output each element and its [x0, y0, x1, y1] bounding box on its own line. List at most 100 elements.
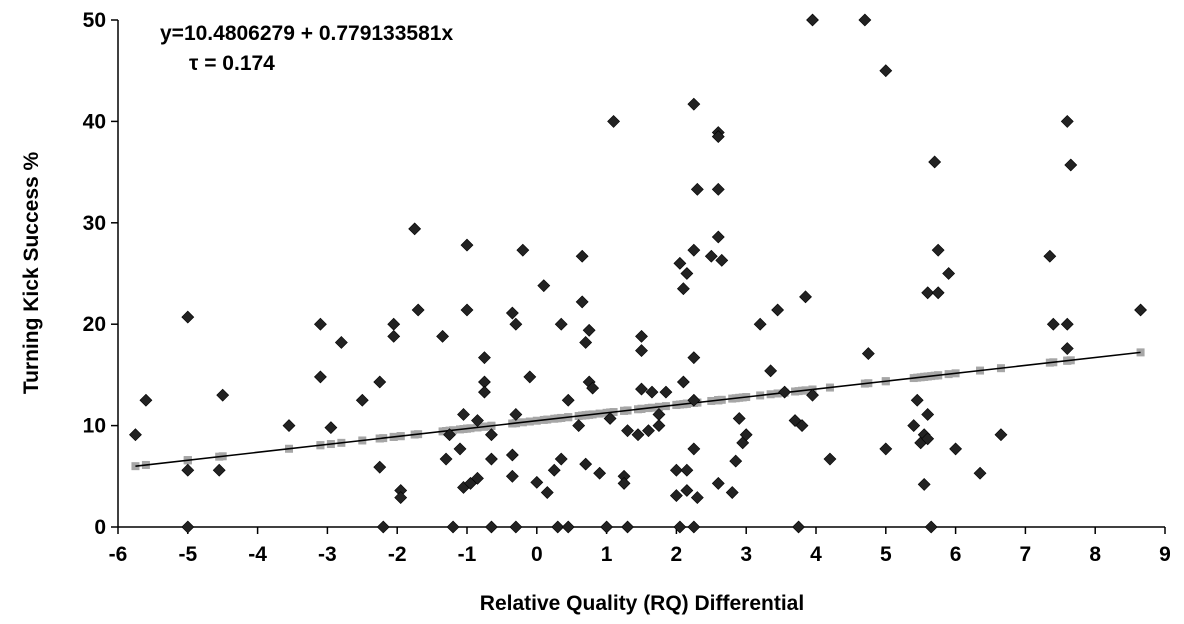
data-point: [687, 243, 701, 257]
data-point: [711, 130, 725, 144]
data-point: [1046, 317, 1060, 331]
data-point: [408, 222, 422, 236]
x-tick-label: -6: [109, 543, 128, 566]
data-point: [680, 484, 694, 497]
data-point: [642, 424, 655, 438]
data-point: [436, 329, 449, 343]
data-point: [582, 323, 596, 337]
y-tick-label: 50: [83, 9, 106, 32]
data-point: [485, 520, 498, 534]
data-point: [537, 279, 551, 293]
data-point: [676, 282, 690, 296]
data-point: [460, 303, 474, 317]
data-point: [453, 442, 467, 456]
data-point: [687, 442, 701, 456]
data-point: [917, 477, 931, 491]
data-point: [669, 463, 683, 477]
data-point: [411, 303, 425, 317]
x-axis-label: Relative Quality (RQ) Differential: [480, 592, 804, 615]
data-point: [711, 476, 725, 490]
data-point: [687, 393, 701, 407]
data-point: [621, 424, 634, 438]
y-tick-label: 20: [83, 313, 106, 336]
x-tick-label: 2: [671, 543, 683, 566]
data-point: [478, 385, 491, 399]
data-point: [554, 317, 568, 331]
trendline: [135, 351, 1141, 467]
data-point: [725, 486, 739, 499]
data-point: [795, 419, 809, 433]
data-point: [949, 442, 963, 456]
data-point: [394, 491, 408, 505]
data-point: [690, 182, 704, 196]
data-point: [600, 520, 614, 534]
data-point: [673, 520, 687, 534]
y-tick-label: 10: [83, 415, 106, 438]
data-point: [139, 393, 153, 407]
data-point: [478, 351, 491, 365]
data-point: [181, 463, 195, 477]
data-point: [711, 230, 725, 244]
data-point: [690, 491, 704, 505]
data-point: [635, 344, 648, 357]
data-point: [516, 243, 530, 257]
data-point: [931, 286, 945, 300]
data-point: [732, 412, 746, 425]
data-point: [586, 381, 600, 395]
data-point: [659, 385, 673, 399]
data-point: [443, 428, 456, 442]
data-point: [129, 428, 142, 442]
x-tick-label: 5: [880, 543, 892, 566]
data-point: [505, 448, 519, 462]
data-point: [806, 388, 819, 402]
data-point: [373, 460, 387, 474]
data-point: [181, 310, 195, 324]
data-point: [879, 442, 893, 456]
data-point: [547, 463, 561, 477]
data-point: [921, 286, 935, 300]
x-tick-label: 1: [601, 543, 613, 566]
y-tick-label: 30: [83, 212, 106, 235]
data-point: [924, 520, 938, 534]
data-point: [561, 520, 575, 534]
y-tick-label: 40: [83, 110, 106, 133]
data-point: [593, 466, 607, 480]
data-point: [635, 329, 648, 343]
data-point: [928, 155, 942, 169]
data-point: [739, 428, 753, 442]
data-points: [129, 13, 1147, 534]
data-point: [621, 520, 634, 534]
data-point: [729, 454, 743, 468]
data-point: [471, 471, 484, 485]
x-tick-label: -2: [388, 543, 407, 566]
data-point: [921, 432, 935, 446]
equation-annotation: y=10.4806279 + 0.779133581x: [160, 22, 453, 45]
x-tick-label: -1: [458, 543, 477, 566]
data-point: [457, 408, 470, 421]
data-point: [652, 419, 666, 433]
data-point: [1043, 249, 1057, 263]
x-tick-label: 8: [1089, 543, 1101, 566]
data-point: [579, 457, 593, 471]
data-point: [575, 295, 589, 309]
data-point: [669, 489, 683, 502]
data-point: [509, 520, 523, 534]
data-point: [1060, 317, 1074, 331]
data-point: [505, 306, 519, 320]
data-point: [858, 13, 872, 27]
data-point: [687, 97, 701, 111]
data-point: [823, 452, 837, 466]
x-tick-label: 3: [740, 543, 752, 566]
x-tick-label: -3: [318, 543, 337, 566]
data-point: [687, 351, 701, 365]
data-point: [711, 182, 725, 196]
data-point: [376, 520, 390, 534]
data-point: [607, 114, 621, 128]
data-point: [523, 370, 537, 384]
data-point: [931, 243, 945, 257]
data-point: [373, 375, 387, 389]
data-point: [645, 385, 659, 399]
data-point: [617, 476, 631, 490]
data-point: [778, 385, 792, 399]
